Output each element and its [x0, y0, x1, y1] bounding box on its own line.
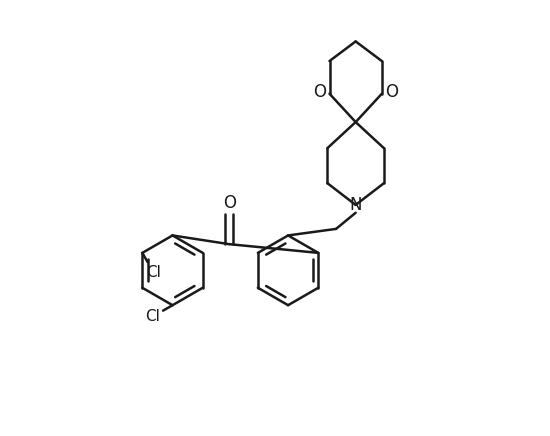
Text: Cl: Cl	[145, 309, 160, 324]
Text: N: N	[349, 196, 362, 214]
Text: O: O	[314, 82, 326, 101]
Text: O: O	[223, 194, 236, 212]
Text: Cl: Cl	[146, 265, 161, 280]
Text: O: O	[385, 82, 398, 101]
